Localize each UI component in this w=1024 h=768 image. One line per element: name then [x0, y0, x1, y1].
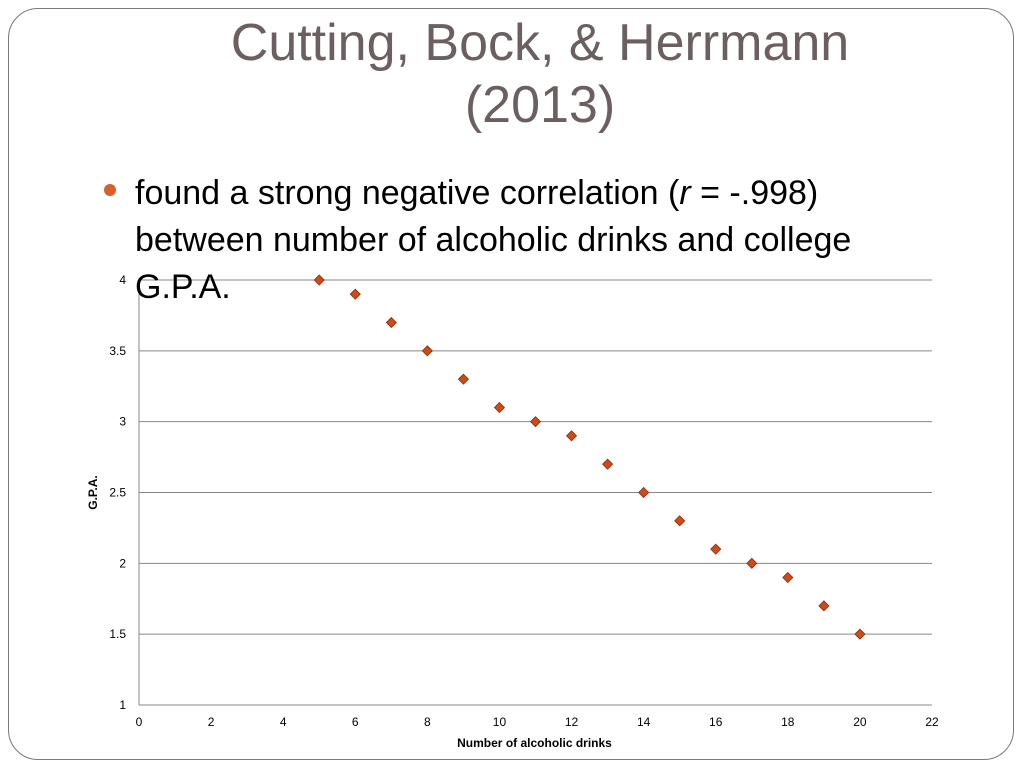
data-point — [638, 486, 650, 499]
y-axis-title: G.P.A. — [86, 475, 100, 509]
x-tick-label: 22 — [925, 715, 939, 729]
x-tick-label: 6 — [352, 715, 359, 729]
y-tick-label: 1 — [119, 698, 126, 712]
x-tick-label: 20 — [853, 715, 867, 729]
x-tick-label: 0 — [136, 715, 143, 729]
data-point — [710, 543, 722, 555]
data-point — [782, 571, 794, 584]
data-point — [674, 515, 686, 527]
title-line-1: Cutting, Bock, & Herrmann — [230, 14, 850, 72]
data-point — [493, 401, 506, 414]
data-point — [818, 600, 830, 612]
slide-frame — [8, 8, 1014, 760]
data-point — [529, 416, 542, 428]
y-tick-label: 1.5 — [109, 627, 126, 641]
x-tick-label: 10 — [493, 715, 507, 729]
x-tick-label: 2 — [208, 715, 215, 729]
data-point — [746, 557, 758, 569]
y-tick-label: 3 — [119, 415, 126, 429]
data-point — [457, 373, 469, 385]
data-point — [421, 345, 433, 357]
data-point — [565, 430, 578, 442]
bullet-text-pre: found a strong negative correlation ( — [135, 174, 680, 212]
data-point — [313, 274, 325, 286]
x-tick-label: 12 — [565, 715, 579, 729]
x-tick-label: 16 — [709, 715, 723, 729]
data-point — [385, 316, 397, 329]
bullet-text-post: = -.998) between number of alcoholic dri… — [135, 174, 852, 306]
x-tick-label: 8 — [424, 715, 431, 729]
data-point — [349, 288, 361, 300]
slide-title: Cutting, Bock, & Herrmann (2013) — [140, 12, 940, 136]
title-line-2: (2013) — [464, 76, 616, 134]
bullet-text-r: r — [679, 174, 691, 212]
data-point — [602, 458, 614, 470]
y-tick-label: 3.5 — [109, 344, 126, 358]
x-tick-label: 14 — [637, 715, 651, 729]
bullet-text: found a strong negative correlation (r =… — [135, 170, 935, 311]
x-tick-label: 4 — [280, 715, 287, 729]
x-tick-label: 18 — [781, 715, 795, 729]
bullet-dot-icon — [104, 184, 116, 196]
y-tick-label: 4 — [119, 273, 126, 287]
y-tick-label: 2.5 — [109, 486, 126, 500]
data-point — [854, 628, 866, 640]
y-tick-label: 2 — [119, 556, 126, 570]
x-axis-title: Number of alcoholic drinks — [457, 736, 612, 750]
